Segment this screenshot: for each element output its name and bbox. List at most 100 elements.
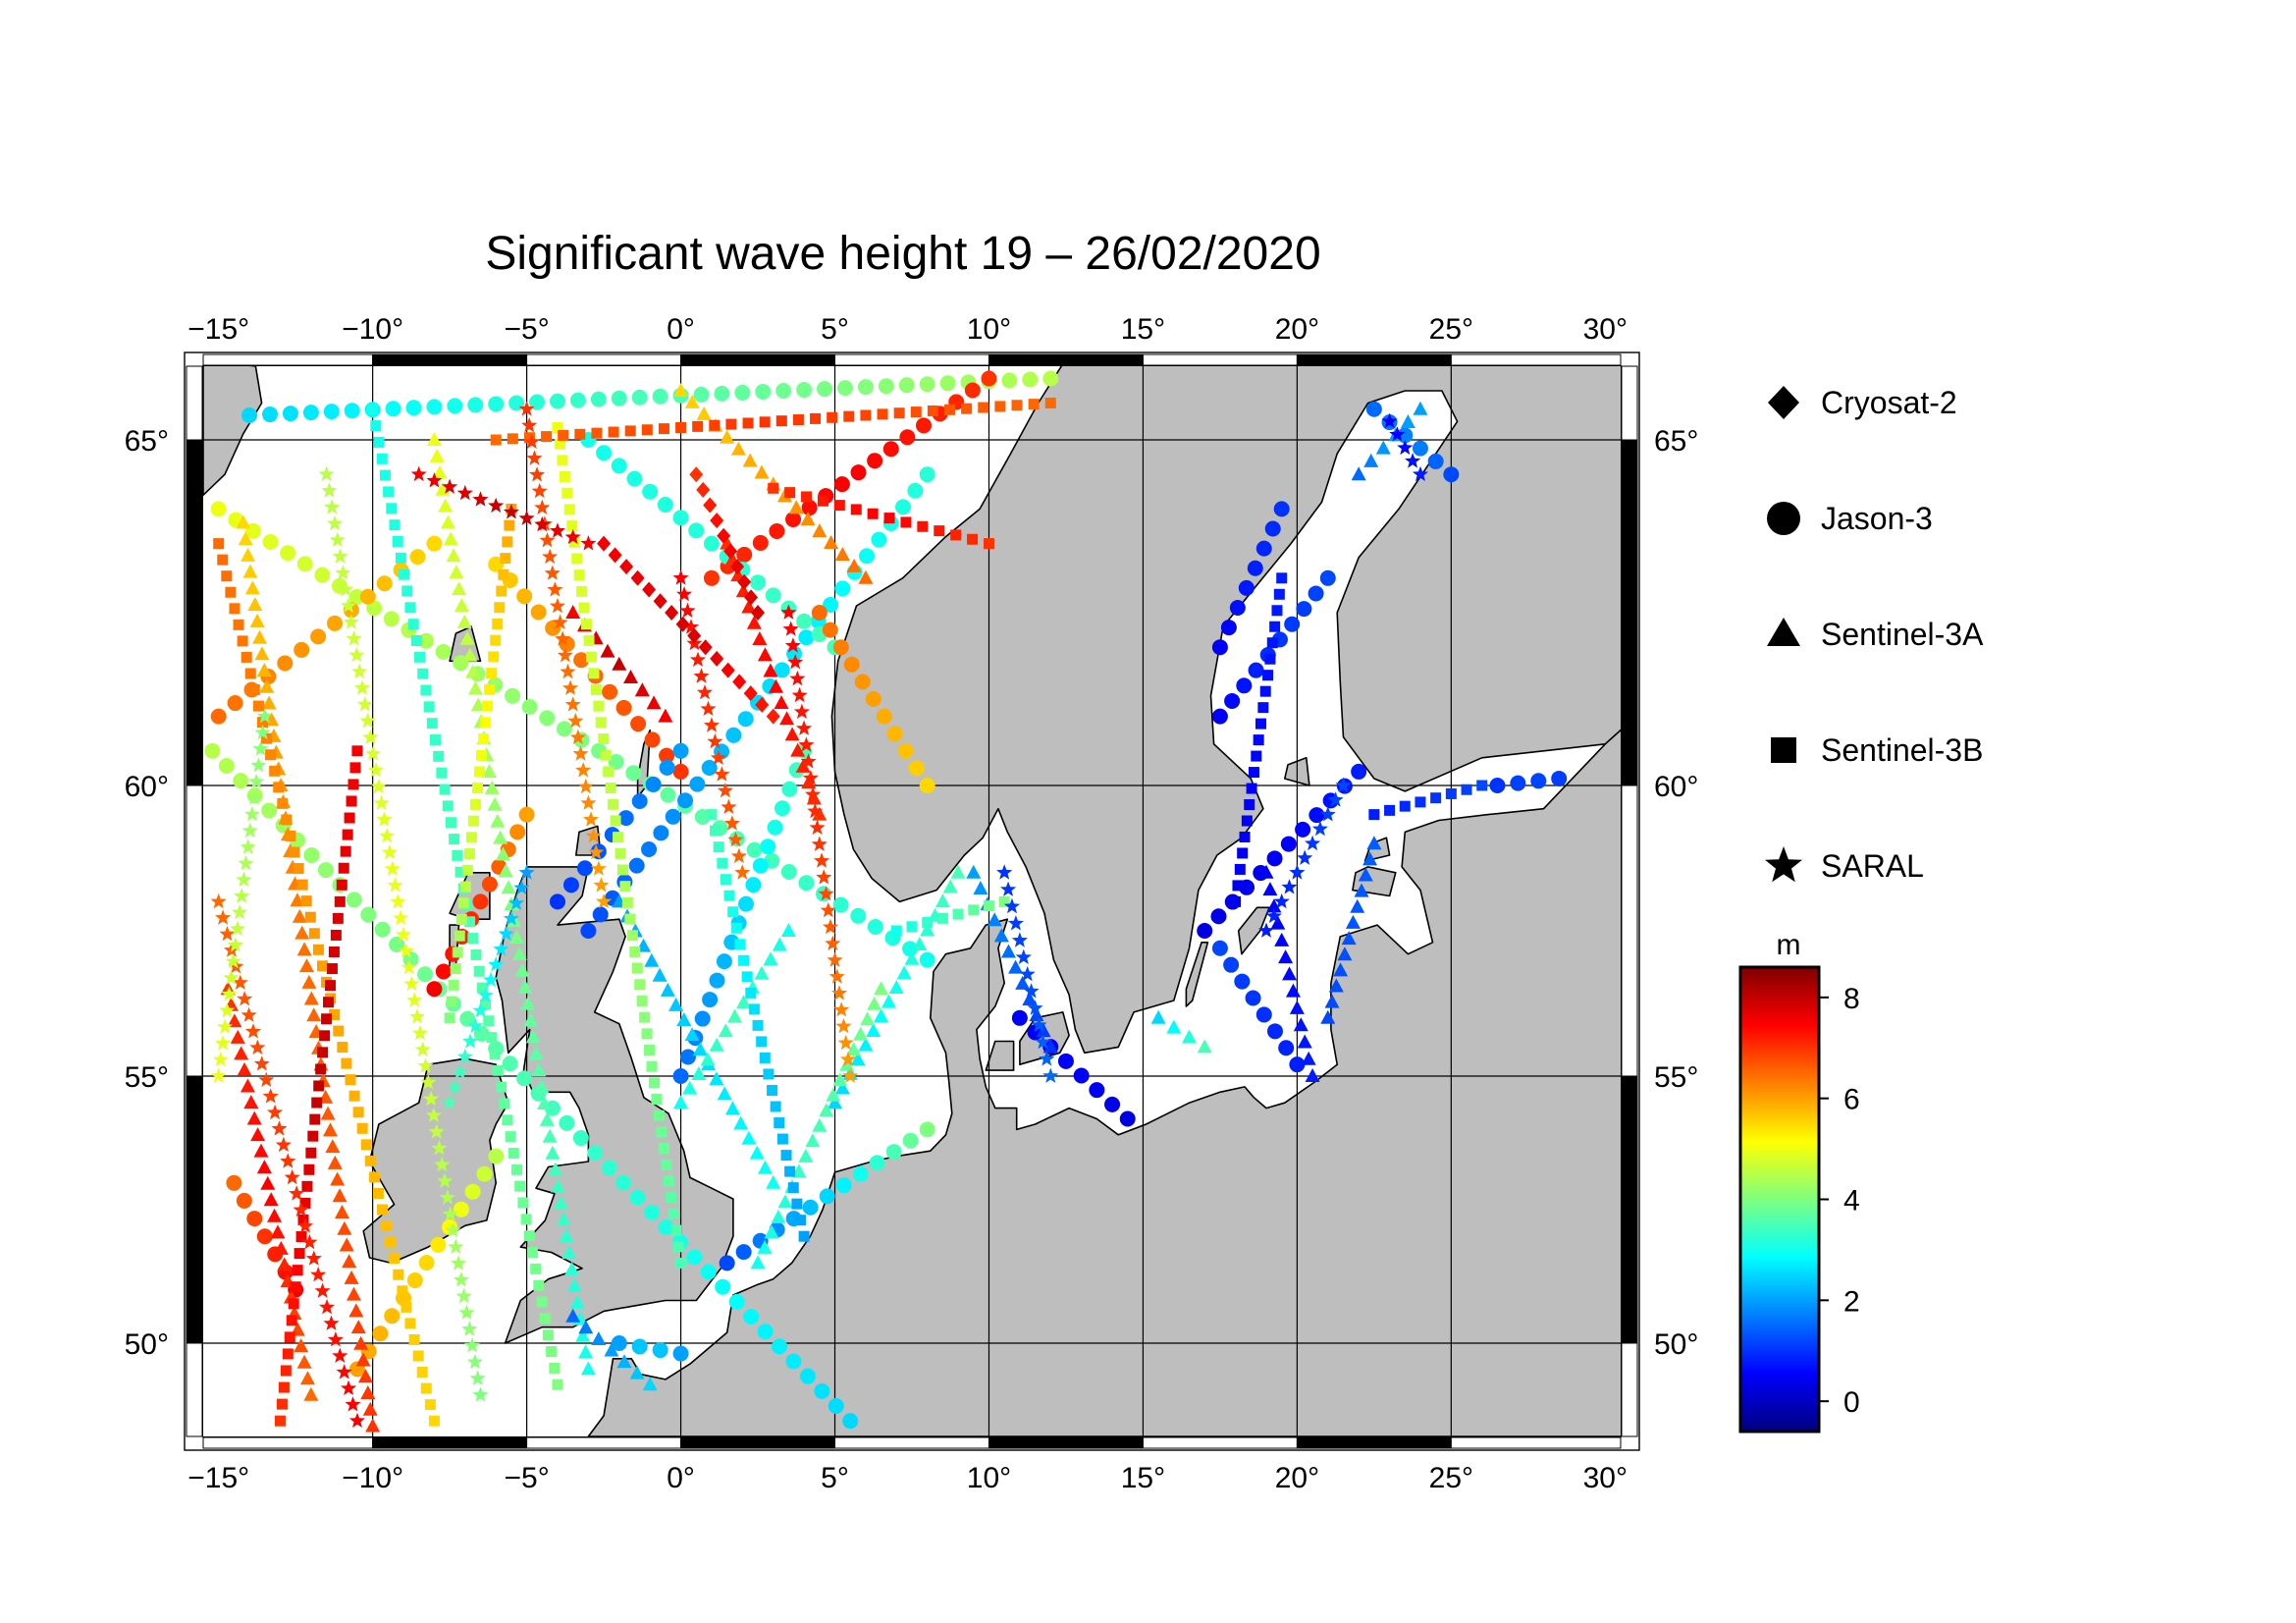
jason-3-observation: [402, 951, 419, 968]
sentinel-3b-observation: [304, 911, 316, 923]
sentinel-3a-observation: [673, 1095, 689, 1109]
frame-scale-segment-right: [1621, 1342, 1638, 1437]
jason-3-observation: [867, 919, 883, 935]
sentinel-3b-observation: [455, 913, 467, 925]
saral-observation: [210, 893, 227, 909]
saral-observation: [823, 918, 839, 935]
saral-observation: [356, 696, 373, 712]
sentinel-3b-observation: [616, 864, 628, 876]
saral-observation: [398, 943, 414, 958]
sentinel-3b-observation: [308, 928, 320, 940]
sentinel-3a-observation: [1363, 453, 1379, 467]
sentinel-3b-observation: [373, 436, 385, 448]
legend-entry: SARAL: [1765, 846, 1924, 884]
saral-observation: [417, 1057, 434, 1073]
jason-3-observation: [476, 1165, 493, 1182]
sentinel-3a-observation: [600, 643, 615, 658]
sentinel-3b-observation: [305, 1147, 317, 1159]
saral-observation: [346, 630, 362, 646]
saral-observation: [442, 1206, 458, 1221]
jason-3-observation: [602, 683, 618, 700]
sentinel-3a-observation: [920, 922, 935, 937]
sentinel-3a-observation: [709, 1071, 724, 1086]
sentinel-3b-observation: [608, 426, 619, 438]
sentinel-3b-observation: [1241, 815, 1253, 827]
lat-tick-label-left: 65°: [125, 425, 169, 458]
legend-entry: Jason-3: [1767, 501, 1933, 536]
sentinel-3b-observation: [281, 814, 293, 826]
sentinel-3a-observation: [357, 1369, 373, 1383]
saral-observation: [221, 986, 238, 1001]
saral-observation: [252, 740, 269, 756]
sentinel-3a-observation: [696, 406, 712, 420]
jason-3-observation: [701, 760, 718, 776]
jason-3-observation: [899, 429, 916, 446]
saral-observation: [1039, 1051, 1055, 1066]
sentinel-3b-observation: [504, 519, 515, 531]
jason-3-observation: [1365, 401, 1382, 417]
sentinel-3a-observation: [612, 656, 627, 671]
jason-3-observation: [644, 1204, 661, 1220]
saral-observation: [557, 647, 573, 663]
sentinel-3b-observation: [763, 1068, 774, 1080]
sentinel-3b-observation: [392, 535, 403, 547]
saral-observation: [828, 968, 845, 984]
sentinel-3b-observation: [297, 1214, 309, 1225]
saral-observation: [784, 637, 801, 653]
latitude-labels-right: 65° 60° 55° 50°: [1654, 425, 1698, 1361]
satellite-legend: Cryosat-2 Jason-3 Sentinel-3A Sentinel-3B SA…: [1765, 385, 1984, 884]
jason-3-observation: [630, 716, 647, 732]
jason-3-observation: [1284, 616, 1301, 632]
jason-3-observation: [1224, 692, 1241, 709]
saral-observation: [472, 1386, 489, 1402]
cryosat-2-observation: [710, 513, 724, 529]
sentinel-3a-observation: [735, 583, 751, 598]
wave-height-colorbar: m 8 6 4 2 0: [1738, 929, 1860, 1434]
saral-observation: [456, 1048, 473, 1064]
sentinel-3a-observation: [1036, 1023, 1051, 1038]
jason-3-observation: [672, 763, 689, 780]
saral-observation: [451, 1255, 467, 1271]
saral-observation: [710, 749, 726, 765]
jason-3-observation: [303, 846, 320, 863]
sentinel-3a-observation: [834, 546, 850, 561]
jason-3-observation: [745, 877, 762, 893]
sentinel-3a-observation: [942, 879, 958, 893]
saral-observation: [210, 1067, 227, 1083]
sentinel-3a-observation: [449, 565, 464, 579]
sentinel-3a-observation: [1022, 991, 1038, 1005]
jason-3-observation: [227, 695, 243, 712]
sentinel-3b-observation: [742, 417, 754, 429]
jason-3-observation: [734, 384, 751, 401]
sentinel-3a-observation: [243, 1095, 259, 1109]
sentinel-3b-observation: [651, 1094, 663, 1106]
sentinel-3a-observation: [634, 682, 650, 697]
lon-tick-label-top: 20°: [1275, 313, 1319, 346]
sentinel-3b-observation: [968, 904, 980, 916]
sentinel-3a-observation: [350, 1320, 366, 1334]
sentinel-3b-observation: [237, 635, 248, 647]
lon-tick-label-top: −15°: [187, 313, 249, 346]
cryosat-2-observation: [696, 481, 711, 498]
sentinel-3b-observation: [290, 1281, 301, 1293]
sentinel-3b-observation: [614, 847, 626, 859]
sentinel-3b-observation: [593, 700, 605, 712]
sentinel-3b-observation: [352, 1107, 364, 1118]
sentinel-3a-observation: [684, 394, 700, 408]
sentinel-3a-observation: [1305, 1068, 1320, 1082]
sentinel-3a-observation: [973, 880, 988, 894]
jason-3-observation: [775, 383, 792, 399]
sentinel-3a-observation: [834, 1080, 850, 1095]
sentinel-3b-observation: [752, 1019, 764, 1031]
sentinel-3b-observation: [1259, 685, 1271, 697]
cryosat-2-observation: [721, 662, 735, 678]
sentinel-3a-observation: [292, 908, 307, 923]
sentinel-3b-observation: [910, 406, 922, 418]
saral-observation: [526, 450, 543, 465]
saral-observation: [672, 569, 689, 585]
saral-observation: [818, 886, 834, 901]
sentinel-3b-observation: [433, 750, 445, 762]
saral-observation: [1265, 907, 1282, 924]
saral-observation: [332, 1347, 348, 1363]
saral-observation: [240, 839, 256, 854]
